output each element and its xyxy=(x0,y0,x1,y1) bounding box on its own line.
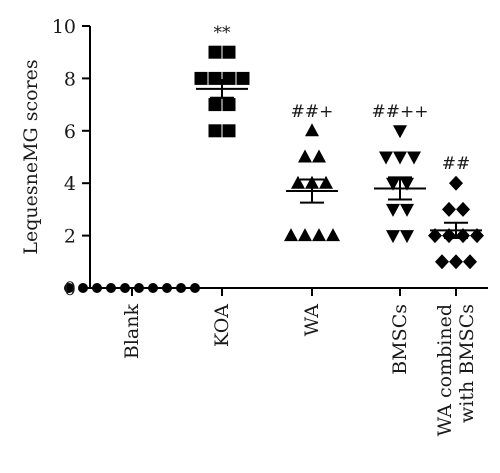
data-point xyxy=(326,228,340,242)
data-point xyxy=(393,125,407,139)
data-point xyxy=(222,124,236,138)
category-label: WA combined xyxy=(434,304,456,436)
group-blank xyxy=(64,283,200,293)
data-point xyxy=(428,228,442,244)
data-point xyxy=(319,175,333,189)
data-point xyxy=(463,254,477,270)
y-axis-title: LequesneMG scores xyxy=(20,59,42,254)
y-tick-label: 0 xyxy=(64,278,76,300)
data-point xyxy=(298,149,312,163)
significance-label: ##++ xyxy=(372,102,429,122)
data-point xyxy=(284,228,298,242)
data-point xyxy=(298,228,312,242)
data-point xyxy=(78,283,88,293)
data-point xyxy=(407,151,421,165)
y-tick-label: 6 xyxy=(64,121,76,143)
data-point xyxy=(208,98,222,112)
data-point xyxy=(208,71,222,85)
group-koa xyxy=(194,45,250,138)
group-wa-combined-with-bmscs xyxy=(428,175,484,270)
data-point xyxy=(222,45,236,59)
data-point xyxy=(312,228,326,242)
labels: 0 2 4 6 8 10 Blank ** KOA ##+ WA ##++ BMSCs ## WA comb… xyxy=(52,16,478,436)
data-point xyxy=(208,45,222,59)
data-point xyxy=(449,175,463,191)
data-point xyxy=(379,151,393,165)
data-point xyxy=(92,283,102,293)
data-point xyxy=(386,177,400,191)
significance-label: ##+ xyxy=(291,102,334,122)
data-point xyxy=(222,71,236,85)
data-point xyxy=(442,228,456,244)
data-point xyxy=(456,228,470,244)
y-tick-label: 4 xyxy=(64,173,76,195)
data-point xyxy=(393,151,407,165)
category-label: KOA xyxy=(211,304,233,347)
y-tick-label: 10 xyxy=(52,16,76,38)
data-marks xyxy=(64,45,484,293)
data-point xyxy=(312,149,326,163)
data-point xyxy=(400,177,414,191)
group-bmscs xyxy=(374,125,426,244)
data-point xyxy=(435,254,449,270)
data-point xyxy=(64,283,74,293)
data-point xyxy=(456,201,470,217)
category-label: Blank xyxy=(121,304,143,360)
data-point xyxy=(190,283,200,293)
data-point xyxy=(386,203,400,217)
significance-label: ## xyxy=(442,154,471,174)
axes xyxy=(82,25,488,296)
category-label: with BMSCs xyxy=(456,304,478,423)
data-point xyxy=(236,71,250,85)
data-point xyxy=(442,201,456,217)
data-point xyxy=(386,230,400,244)
group-wa xyxy=(284,123,340,242)
data-point xyxy=(176,283,186,293)
y-tick-label: 8 xyxy=(64,68,76,90)
data-point xyxy=(162,283,172,293)
data-point xyxy=(449,254,463,270)
data-point xyxy=(208,124,222,138)
data-point xyxy=(470,228,484,244)
category-label: BMSCs xyxy=(389,304,411,375)
data-point xyxy=(222,98,236,112)
data-point xyxy=(291,175,305,189)
data-point xyxy=(400,203,414,217)
data-point xyxy=(194,71,208,85)
data-point xyxy=(400,230,414,244)
data-point xyxy=(305,123,319,137)
significance-label: ** xyxy=(214,23,232,43)
y-tick-label: 2 xyxy=(64,226,76,248)
category-label: WA xyxy=(301,304,323,337)
